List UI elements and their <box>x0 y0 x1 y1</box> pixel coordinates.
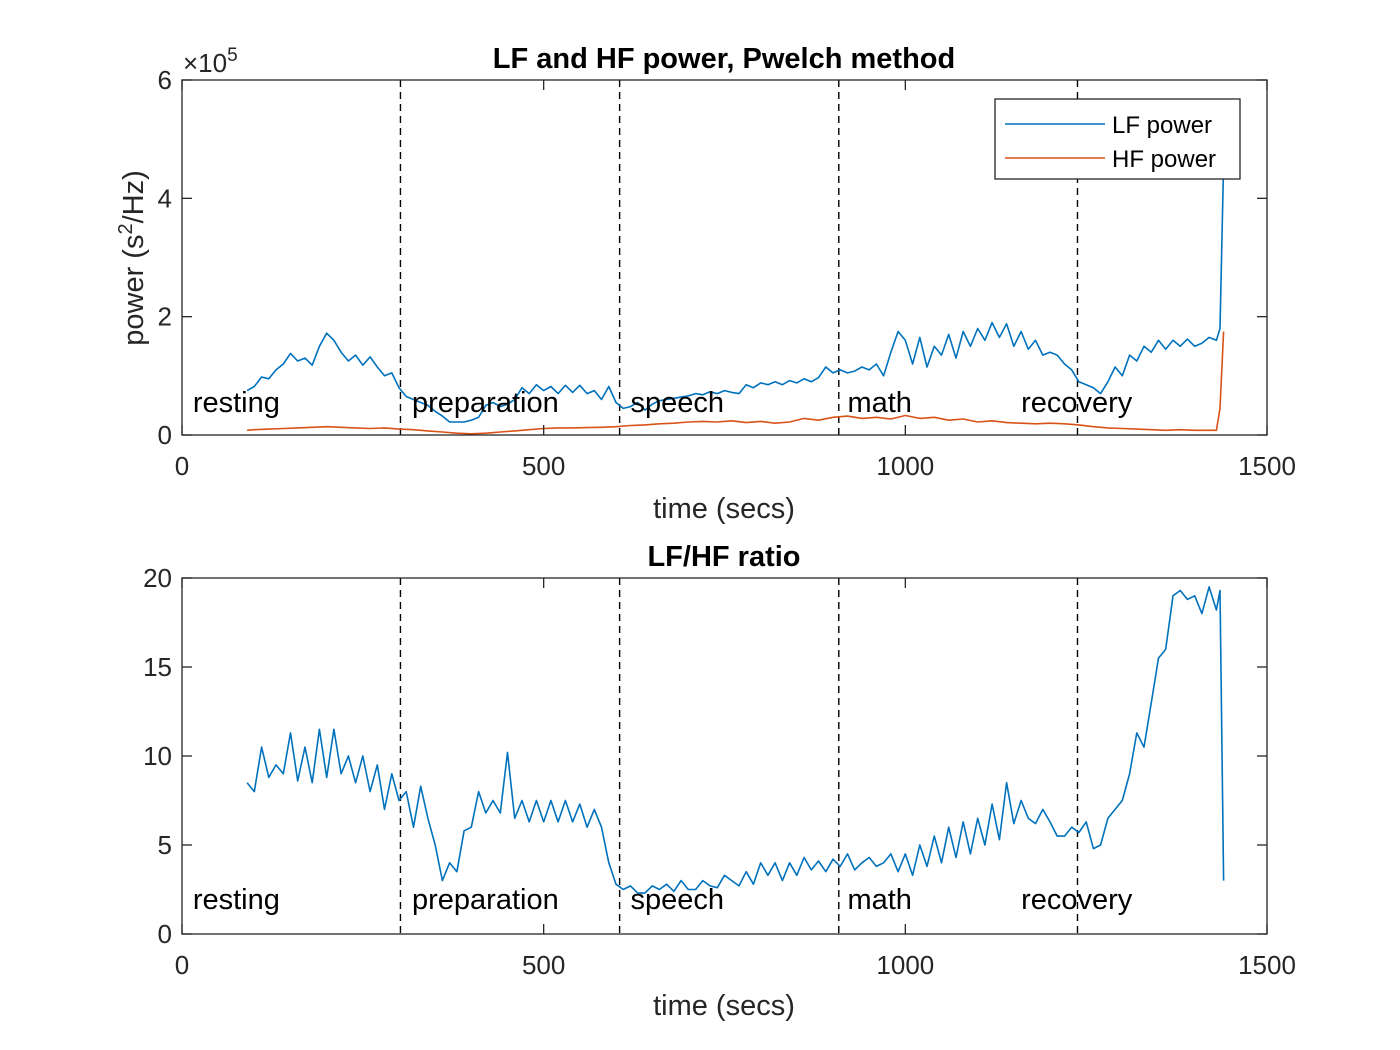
y-tick-label: 4 <box>158 183 172 213</box>
y-exponent-label: ×105 <box>183 45 238 78</box>
series-line-hf-power <box>247 331 1225 435</box>
phase-label: speech <box>630 387 724 419</box>
legend-box <box>994 98 1241 180</box>
phase-label: recovery <box>1021 884 1133 916</box>
legend-label-lf: LF power <box>1112 112 1212 139</box>
x-axis-label: time (secs) <box>653 493 795 525</box>
x-tick-label: 1500 <box>1238 950 1296 980</box>
y-label-suffix: /Hz) <box>118 170 150 223</box>
y-tick-label: 15 <box>143 652 172 682</box>
y-tick-label: 0 <box>158 919 172 949</box>
y-exponent-power: 5 <box>227 45 238 66</box>
chart-marks: resting preparation speech math recovery <box>193 80 1225 435</box>
phase-label: speech <box>630 884 724 916</box>
phase-label: recovery <box>1021 387 1133 419</box>
phase-label: preparation <box>412 884 559 916</box>
y-tick-label: 5 <box>158 830 172 860</box>
series-line-lf-hf-ratio <box>246 586 1225 894</box>
x-tick-label: 500 <box>522 950 565 980</box>
y-label-sup: 2 <box>115 223 137 234</box>
y-axis-label: power (s2/Hz) <box>115 170 150 346</box>
y-exponent-base: ×10 <box>183 48 227 78</box>
axes-box <box>181 79 1268 436</box>
x-tick-label: 1000 <box>876 451 934 481</box>
lf-hf-ratio-chart: LF/HF ratio resting preparation speech math… <box>143 541 1296 1022</box>
chart-title: LF and HF power, Pwelch method <box>493 43 955 75</box>
phase-label: resting <box>193 884 280 916</box>
x-tick-label: 500 <box>522 451 565 481</box>
y-tick-label: 10 <box>143 741 172 771</box>
y-label-prefix: power (s <box>118 235 150 346</box>
y-tick-label: 2 <box>158 302 172 332</box>
x-tick-label: 1000 <box>876 950 934 980</box>
phase-label: math <box>847 387 911 419</box>
ticks: 0 500 1000 1500 0 5 10 15 20 <box>143 563 1296 980</box>
x-tick-label: 1500 <box>1238 451 1296 481</box>
legend-label-hf: HF power <box>1112 146 1216 173</box>
phase-label: math <box>847 884 911 916</box>
chart-marks: resting preparation speech math recovery <box>193 578 1225 934</box>
x-axis-label: time (secs) <box>653 990 795 1022</box>
x-tick-label: 0 <box>175 451 189 481</box>
ticks: 0 500 1000 1500 0 2 4 6 <box>158 65 1296 481</box>
x-tick-label: 0 <box>175 950 189 980</box>
y-tick-label: 6 <box>158 65 172 95</box>
y-tick-label: 0 <box>158 420 172 450</box>
chart-title: LF/HF ratio <box>647 541 800 573</box>
legend: LF power HF power <box>994 98 1241 180</box>
phase-label: resting <box>193 387 280 419</box>
y-tick-label: 20 <box>143 563 172 593</box>
phase-label: preparation <box>412 387 559 419</box>
series-line-lf-power <box>246 162 1225 423</box>
lf-hf-power-chart: LF and HF power, Pwelch method ×105 rest… <box>115 43 1296 525</box>
